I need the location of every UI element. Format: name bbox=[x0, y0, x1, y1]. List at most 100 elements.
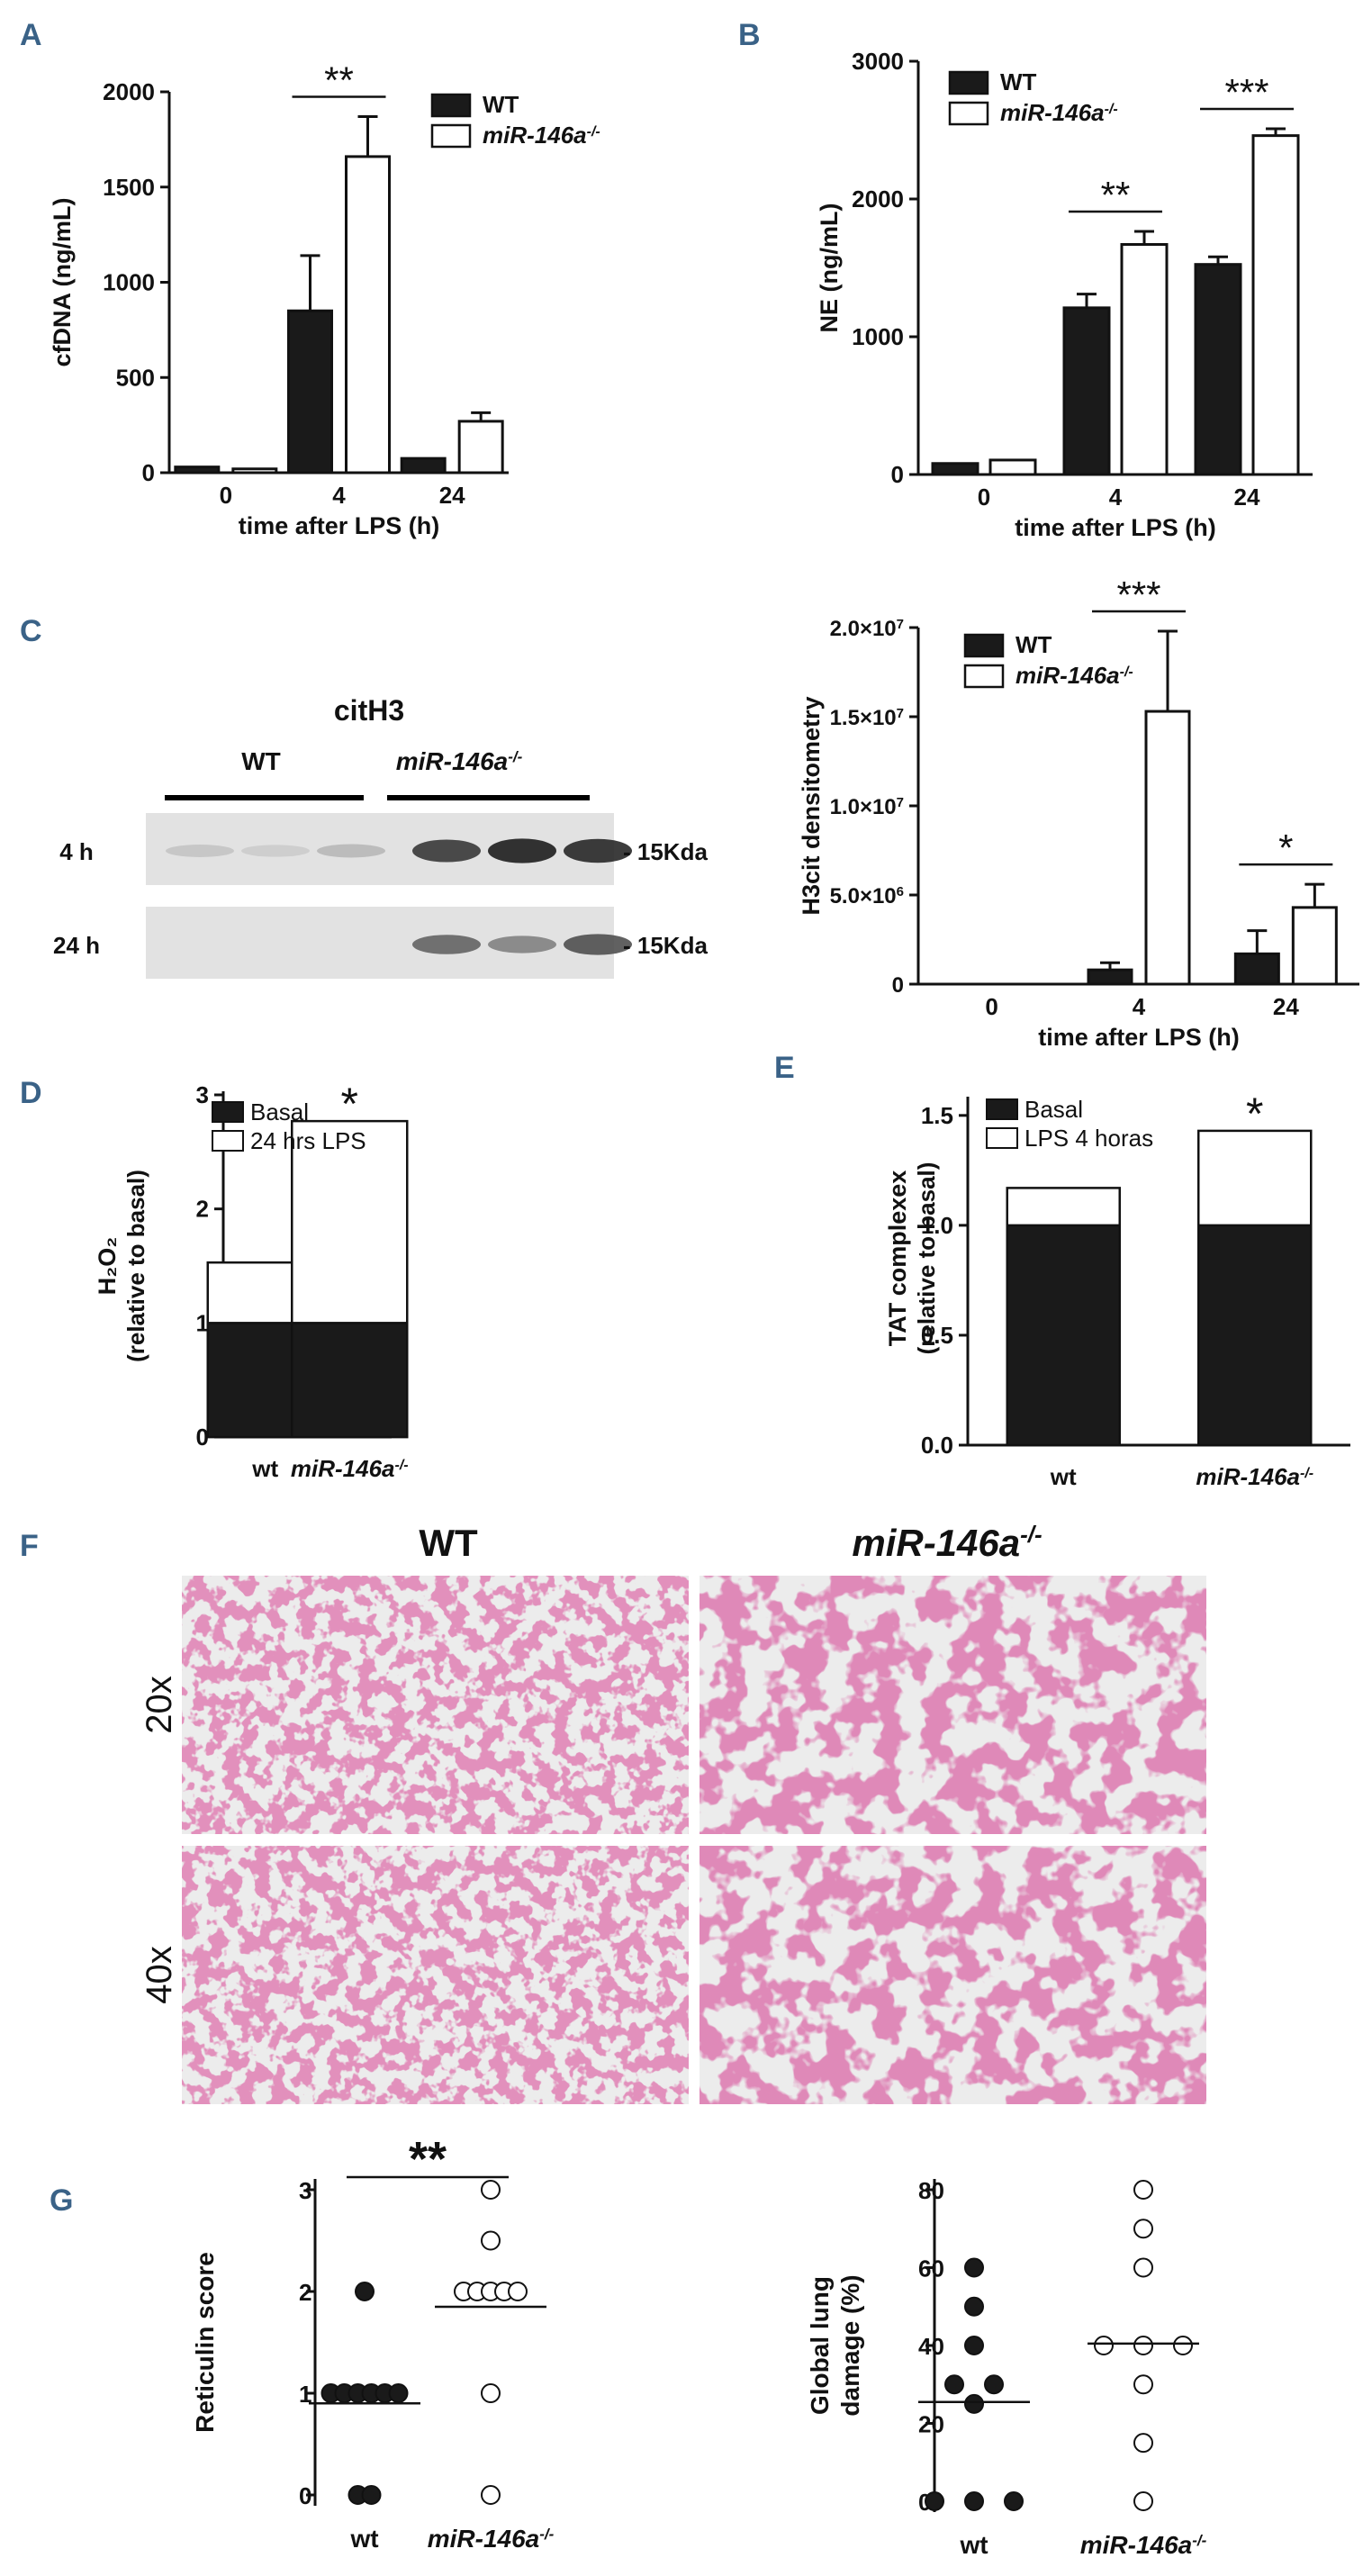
data-point-filled bbox=[361, 2485, 382, 2505]
y-tick-label: 1.0 bbox=[921, 1212, 953, 1239]
x-tick-label: 0 bbox=[985, 993, 997, 1020]
x-tick-label: wt bbox=[1050, 1463, 1077, 1490]
y-axis-label: NE (ng/mL) bbox=[816, 203, 843, 333]
bar-filled bbox=[931, 462, 979, 476]
legend-label: Basal bbox=[250, 1098, 309, 1125]
legend-label: miR-146a-/- bbox=[483, 122, 600, 149]
histology-image-tissue bbox=[182, 1846, 689, 2104]
x-tick-label: miR-146a-/- bbox=[291, 1455, 409, 1482]
y-tick-label: 0.5 bbox=[921, 1322, 953, 1349]
legend-swatch bbox=[963, 633, 1005, 658]
data-point-filled bbox=[964, 2491, 984, 2511]
data-point-open bbox=[1173, 2336, 1193, 2355]
data-point-filled bbox=[925, 2491, 944, 2511]
y-axis-label-2: damage (%) bbox=[836, 2274, 864, 2416]
legend-label: Basal bbox=[1025, 1096, 1083, 1123]
data-point-filled bbox=[944, 2374, 964, 2395]
legend-swatch bbox=[948, 70, 989, 95]
data-point-open bbox=[1133, 2219, 1153, 2239]
histology-image-tissue bbox=[700, 1576, 1206, 1834]
x-tick-label: wt bbox=[349, 2525, 378, 2553]
blot-band bbox=[564, 934, 632, 955]
y-tick-label: 0 bbox=[142, 459, 155, 486]
panel-d-h2o2-chart: 0 1 2 3 wt miR-146a-/- * H₂O₂ (relative to basal… bbox=[94, 1079, 409, 1482]
y-axis-label: Global lung bbox=[806, 2276, 834, 2415]
x-tick-label: 24 bbox=[1234, 484, 1260, 511]
data-point-filled bbox=[355, 2282, 375, 2301]
bar-filled bbox=[1233, 952, 1280, 986]
y-tick-label: 1500 bbox=[103, 174, 155, 201]
histology-column-mir: miR-146a-/- bbox=[852, 1521, 1042, 1564]
legend-swatch bbox=[963, 664, 1005, 689]
data-point-open bbox=[1133, 2336, 1153, 2355]
bar-open bbox=[231, 467, 278, 475]
y-tick-label: 0 bbox=[892, 973, 904, 998]
blot-title: citH3 bbox=[334, 694, 404, 727]
data-point-open bbox=[1094, 2336, 1114, 2355]
x-tick-label: 4 bbox=[332, 482, 346, 509]
data-point-filled bbox=[1004, 2491, 1024, 2511]
blot-band bbox=[412, 839, 481, 863]
blot-band bbox=[241, 845, 310, 857]
blot-lane-label-wt: WT bbox=[241, 747, 281, 775]
legend-swatch bbox=[430, 123, 472, 149]
y-tick-label: 5.0×106 bbox=[830, 884, 904, 909]
histology-image-tissue bbox=[700, 1846, 1206, 2104]
legend-label: miR-146a-/- bbox=[1000, 99, 1118, 126]
y-tick-label: 2.0×107 bbox=[830, 617, 904, 642]
histology-row-label: 40x bbox=[140, 1946, 179, 2004]
x-tick-label: 24 bbox=[439, 482, 465, 509]
bar-filled bbox=[1062, 306, 1111, 476]
panel-letter-g: G bbox=[50, 2183, 73, 2218]
blot-lane-label-mir: miR-146a-/- bbox=[396, 747, 523, 775]
data-point-open bbox=[481, 2230, 501, 2251]
y-tick-label: 1 bbox=[196, 1309, 209, 1336]
bar-filled bbox=[174, 465, 221, 475]
bar-open bbox=[1120, 242, 1169, 476]
blot-row-label: 24 h bbox=[53, 932, 100, 959]
significance-marker: *** bbox=[1116, 574, 1160, 616]
significance-marker: ** bbox=[409, 2132, 447, 2186]
blot-band bbox=[488, 935, 556, 954]
y-axis-label-2: (relative to basal) bbox=[913, 1162, 940, 1355]
y-tick-label: 1000 bbox=[103, 269, 155, 296]
y-tick-label: 500 bbox=[116, 364, 155, 391]
histology-image-tissue bbox=[182, 1576, 689, 1834]
bar-open bbox=[345, 155, 391, 475]
panel-f-histology: WT miR-146a-/- 20x 40x bbox=[140, 1521, 1206, 2104]
data-point-filled bbox=[964, 2296, 984, 2317]
significance-marker: * bbox=[1246, 1089, 1263, 1139]
x-tick-label: miR-146a-/- bbox=[428, 2525, 555, 2553]
y-tick-label: 0 bbox=[196, 1424, 209, 1451]
y-axis-label: Reticulin score bbox=[191, 2252, 219, 2433]
y-tick-label: 40 bbox=[918, 2333, 944, 2360]
legend-label: LPS 4 horas bbox=[1025, 1125, 1153, 1152]
data-point-open bbox=[1133, 2257, 1153, 2278]
histology-column-wt: WT bbox=[419, 1522, 478, 1564]
data-point-open bbox=[508, 2282, 528, 2301]
y-tick-label: 20 bbox=[918, 2411, 944, 2438]
bar-filled bbox=[1194, 263, 1242, 476]
x-tick-label: 4 bbox=[1133, 993, 1146, 1020]
y-tick-label: 2 bbox=[196, 1196, 209, 1223]
legend-label: WT bbox=[483, 91, 519, 118]
x-tick-label: 4 bbox=[1109, 484, 1123, 511]
blot-row-label: 4 h bbox=[59, 838, 94, 865]
legend-swatch bbox=[986, 1098, 1018, 1120]
y-tick-label: 2000 bbox=[103, 78, 155, 105]
data-point-open bbox=[481, 2180, 501, 2200]
x-tick-label: wt bbox=[251, 1455, 278, 1482]
panel-letter-d: D bbox=[20, 1076, 42, 1110]
panel-letter-c: C bbox=[20, 614, 42, 648]
histology-row-label: 20x bbox=[140, 1676, 179, 1734]
blot-band bbox=[564, 838, 632, 863]
legend-label: WT bbox=[1015, 631, 1052, 658]
y-tick-label: 60 bbox=[918, 2255, 944, 2282]
bar-filled bbox=[287, 309, 333, 475]
bar-filled bbox=[400, 456, 447, 475]
legend-swatch bbox=[948, 101, 989, 126]
data-point-open bbox=[1133, 2374, 1153, 2395]
